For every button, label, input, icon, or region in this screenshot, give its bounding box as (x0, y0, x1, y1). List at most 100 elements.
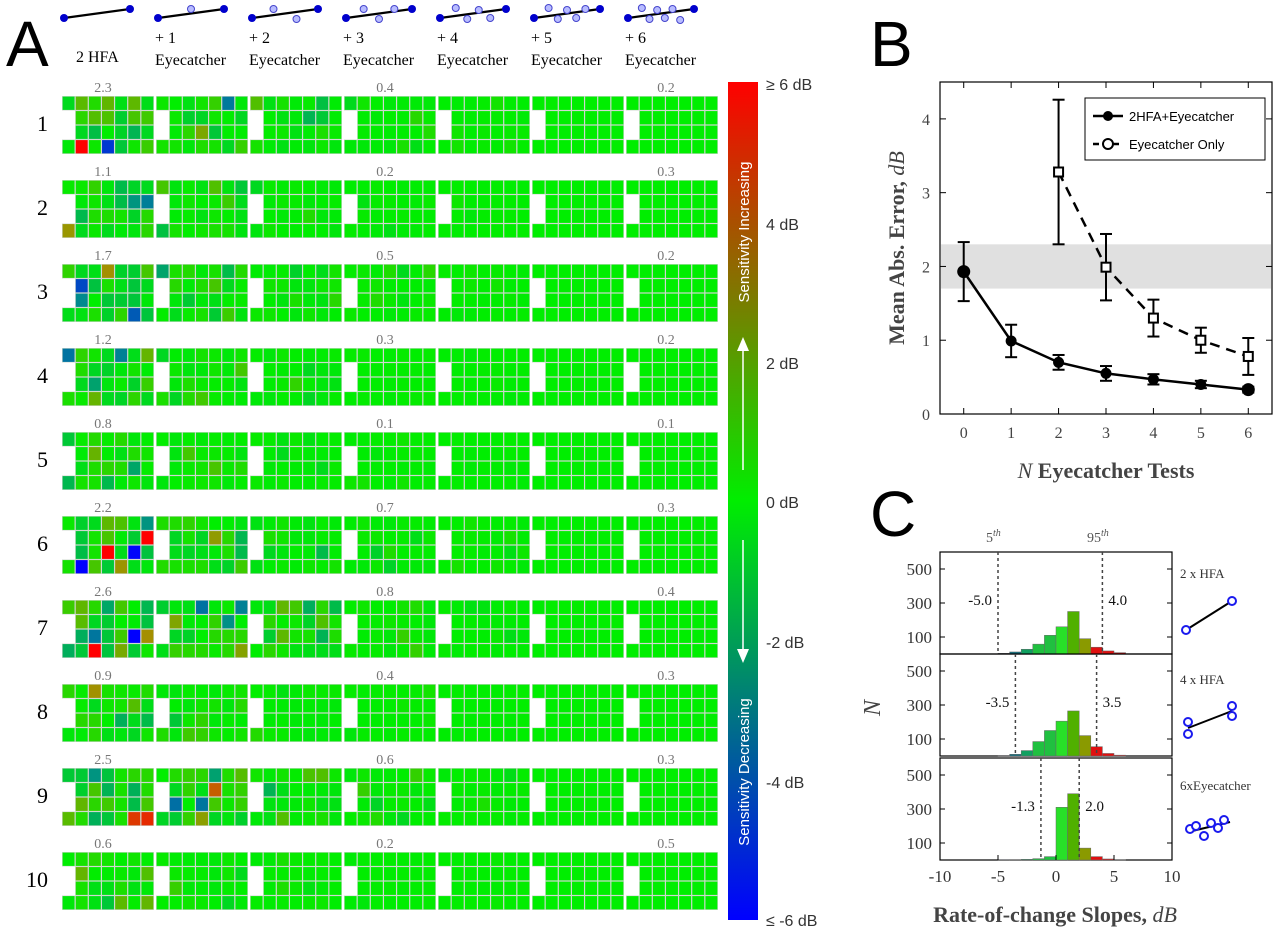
grid-cell (692, 629, 705, 643)
grid-cell (532, 140, 545, 154)
grid-cell (209, 881, 222, 895)
visual-field-grid (532, 516, 624, 574)
grid-cell (263, 797, 276, 811)
grid-cell (679, 600, 692, 614)
grid-cell (679, 224, 692, 238)
grid-cell (128, 308, 141, 322)
grid-cell (115, 812, 128, 826)
grid-cell (290, 644, 302, 658)
hfa-point (596, 5, 604, 13)
grid-notch (156, 110, 170, 140)
grid-cell (572, 209, 584, 223)
grid-cell (276, 516, 289, 530)
grid-cell (209, 209, 222, 223)
grid-cell (276, 111, 289, 125)
grid-cell (517, 531, 530, 545)
grid-cell (598, 308, 611, 322)
grid-cell (357, 264, 370, 278)
grid-cell (504, 279, 517, 293)
grid-cell (598, 629, 611, 643)
grid-cell (329, 432, 342, 446)
grid-cell (370, 728, 383, 742)
grid-cell (572, 713, 584, 727)
grid-cell (115, 180, 128, 194)
grid-cell (464, 812, 477, 826)
grid-notch (344, 110, 358, 140)
grid-cell (478, 264, 490, 278)
grid-cell (263, 629, 276, 643)
visual-field-grid (250, 432, 342, 490)
grid-cell (128, 392, 141, 406)
grid-cell (196, 644, 208, 658)
grid-cell (585, 180, 598, 194)
grid-cell (639, 363, 652, 377)
grid-cell (263, 461, 276, 475)
visual-field-grid (626, 516, 718, 574)
grid-cell (451, 629, 464, 643)
trend-line (1187, 710, 1233, 729)
grid-cell (88, 96, 101, 110)
grid-notch (438, 698, 452, 728)
y-tick-label: 100 (907, 628, 933, 647)
grid-cell (357, 293, 370, 307)
grid-cell (384, 224, 396, 238)
visual-field-grids (62, 96, 718, 910)
grid-cell (438, 644, 451, 658)
grid-cell (410, 348, 423, 362)
grid-cell (545, 644, 558, 658)
grid-cell (652, 447, 665, 461)
grid-cell (290, 363, 302, 377)
y-tick-label: 1 (922, 333, 930, 350)
grid-cell (652, 264, 665, 278)
y-tick-label: 2 (922, 259, 930, 276)
grid-cell (276, 264, 289, 278)
grid-cell (639, 140, 652, 154)
grid-cell (222, 531, 235, 545)
grid-cell (611, 209, 624, 223)
grid-cell (196, 111, 208, 125)
hfa-point (624, 14, 632, 22)
grid-cell (196, 392, 208, 406)
grid-cell (370, 209, 383, 223)
grid-cell (344, 896, 357, 910)
trend-point (1191, 821, 1201, 831)
grid-cell (705, 264, 718, 278)
grid-cell (585, 447, 598, 461)
grid-cell (478, 699, 490, 713)
series-eyecatcher-only (1052, 98, 1255, 376)
grid-cell (75, 392, 88, 406)
colorbar-up-arrow-head (737, 337, 749, 351)
grid-cell (585, 140, 598, 154)
grid-cell (410, 881, 423, 895)
grid-cell (478, 363, 490, 377)
grid-cell (598, 615, 611, 629)
grid-cell (451, 125, 464, 139)
error-value-mid: 0.6 (376, 753, 394, 768)
grid-cell (303, 111, 316, 125)
grid-cell (679, 896, 692, 910)
grid-cell (75, 432, 88, 446)
grid-cell (128, 461, 141, 475)
grid-cell (344, 600, 357, 614)
grid-cell (464, 560, 477, 574)
grid-cell (303, 293, 316, 307)
grid-cell (156, 560, 169, 574)
grid-cell (182, 644, 195, 658)
row-label: 8 (37, 699, 48, 724)
grid-cell (235, 279, 248, 293)
grid-cell (598, 293, 611, 307)
grid-cell (75, 125, 88, 139)
grid-cell (88, 545, 101, 559)
grid-cell (329, 852, 342, 866)
grid-cell (423, 392, 436, 406)
grid-cell (169, 699, 182, 713)
grid-cell (88, 111, 101, 125)
grid-cell (263, 615, 276, 629)
data-point (1242, 350, 1254, 362)
visual-field-grid (62, 348, 154, 406)
grid-cell (222, 896, 235, 910)
grid-cell (263, 896, 276, 910)
grid-cell (679, 279, 692, 293)
grid-cell (370, 293, 383, 307)
grid-cell (316, 812, 329, 826)
